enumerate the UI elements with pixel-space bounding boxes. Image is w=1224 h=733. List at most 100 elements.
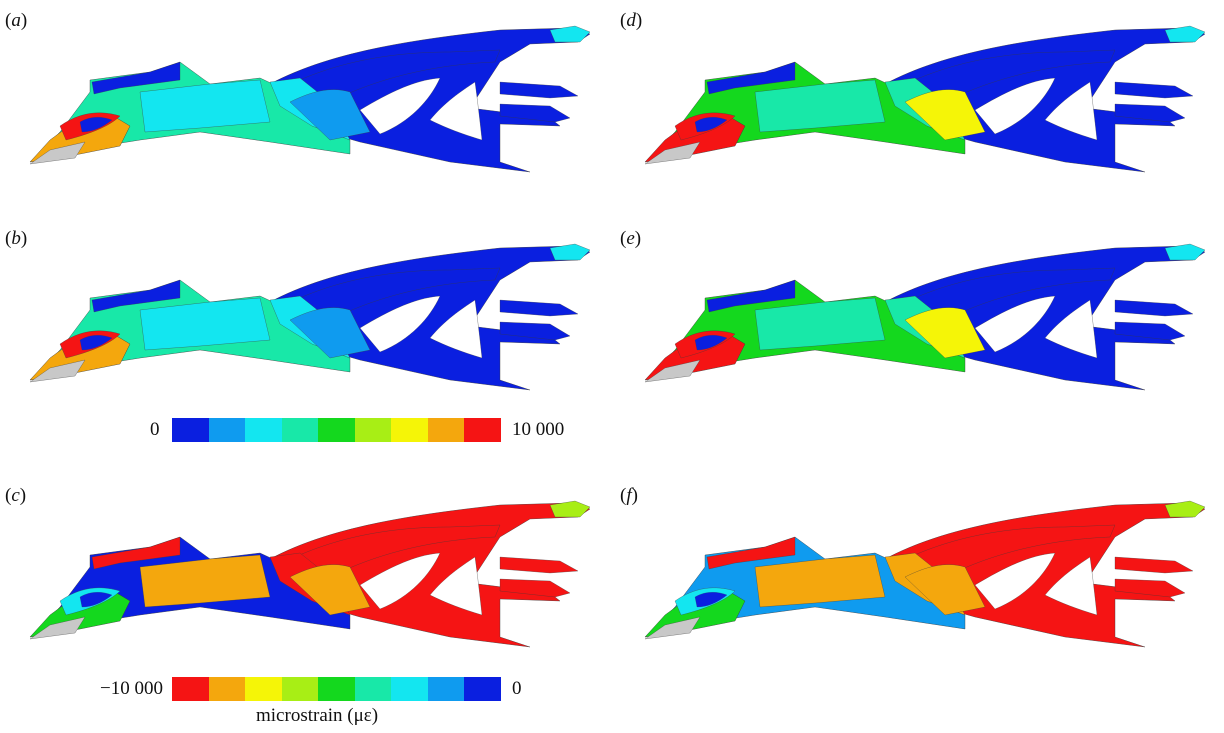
scale-swatch-5 [318,677,355,701]
scale-swatch-1 [172,677,209,701]
scale-swatch-2 [208,677,245,701]
scale-swatch-9 [464,677,501,701]
snout-tip-grey [29,359,86,383]
snout-core [79,335,113,351]
temporal-bar [274,267,501,321]
skull-strain-map-d [644,25,1206,173]
orbit-opening [974,77,1056,135]
orbit-opening [974,552,1056,610]
snout-core [694,335,728,351]
skull-table-tip [1164,243,1206,261]
panel-label-d: (d) [620,10,643,31]
panel-label-f: (f) [620,485,638,506]
tension-color-scale: 0 10 000 [150,418,610,442]
tension-scale-max-label: 10 000 [512,419,565,440]
orbit-opening [359,295,441,353]
snout-core [694,117,728,133]
scale-swatch-2 [208,418,245,442]
scale-swatch-4 [281,677,318,701]
jugal-region [289,89,371,141]
temporal-fenestra [1044,299,1098,359]
skull-table-tip [549,25,591,43]
scale-swatch-4 [281,418,318,442]
scale-swatch-8 [427,418,464,442]
orbit-opening [974,295,1056,353]
panel-f: (f) [620,485,1220,655]
scale-swatch-3 [245,677,282,701]
snout-tip-grey [29,616,86,640]
jugal-region [904,307,986,359]
panel-label-c: (c) [5,485,27,506]
panel-c: (c) [5,485,605,655]
maxilla-block [139,79,271,133]
temporal-bar [889,524,1116,578]
paroccipital-process [1114,81,1194,99]
paroccipital-process [1114,299,1194,317]
quadrate-process [1114,103,1186,123]
nasal-strip [706,61,796,95]
temporal-bar [889,49,1116,103]
quadrate-process [1114,321,1186,341]
tension-scale-min-label: 0 [150,419,160,440]
paroccipital-process [499,556,579,574]
temporal-fenestra [1044,81,1098,141]
skull-table-tip [549,500,591,518]
temporal-fenestra [1044,556,1098,616]
panel-label-a: (a) [5,10,28,31]
skull-strain-map-a [29,25,591,173]
maxilla-block [754,554,886,608]
panel-label-b: (b) [5,228,28,249]
compression-scale-max-label: 0 [512,678,522,699]
paroccipital-process [499,299,579,317]
quadrate-process [499,578,571,598]
scale-swatch-7 [391,418,428,442]
paroccipital-process [1114,556,1194,574]
snout-tip-grey [644,359,701,383]
scale-swatch-1 [172,418,209,442]
skull-strain-map-f [644,500,1206,648]
snout-core [79,592,113,608]
tension-scale-swatches [172,418,501,442]
maxilla-block [139,297,271,351]
maxilla-block [754,297,886,351]
quadrate-process [499,103,571,123]
skull-table-tip [549,243,591,261]
panel-a: (a) [5,10,605,180]
nasal-strip [706,536,796,570]
quadrate-process [499,321,571,341]
panel-d: (d) [620,10,1220,180]
panel-e: (e) [620,228,1220,398]
nasal-strip [706,279,796,313]
snout-tip-grey [644,141,701,165]
orbit-opening [359,552,441,610]
panel-label-e: (e) [620,228,642,249]
jugal-region [904,89,986,141]
panel-b: (b) [5,228,605,398]
jugal-region [289,307,371,359]
snout-core [694,592,728,608]
paroccipital-process [499,81,579,99]
temporal-bar [274,49,501,103]
nasal-strip [91,61,181,95]
scale-swatch-9 [464,418,501,442]
scale-swatch-3 [245,418,282,442]
snout-tip-grey [644,616,701,640]
scale-swatch-7 [391,677,428,701]
skull-table-tip [1164,500,1206,518]
nasal-strip [91,279,181,313]
compression-scale-swatches [172,677,501,701]
skull-table-tip [1164,25,1206,43]
skull-strain-map-e [644,243,1206,391]
strain-unit-label: microstrain (με) [256,705,379,726]
compression-color-scale: −10 000 0 [100,677,530,701]
scale-swatch-5 [318,418,355,442]
temporal-fenestra [429,299,483,359]
temporal-fenestra [429,556,483,616]
temporal-fenestra [429,81,483,141]
temporal-bar [889,267,1116,321]
compression-scale-min-label: −10 000 [100,678,163,699]
scale-swatch-6 [354,677,391,701]
scale-swatch-8 [427,677,464,701]
orbit-opening [359,77,441,135]
temporal-bar [274,524,501,578]
